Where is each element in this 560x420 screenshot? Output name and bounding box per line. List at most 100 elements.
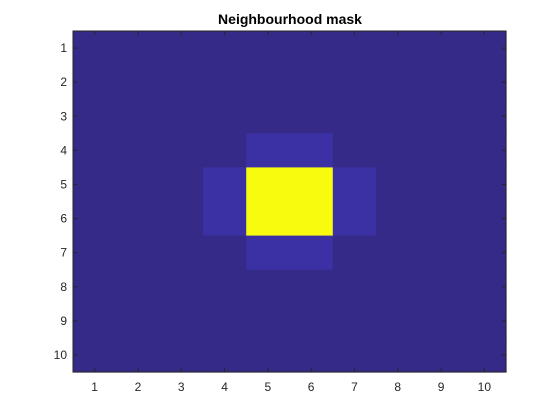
- heatmap-cell-r5-c3: [159, 167, 204, 203]
- x-axis: 1 2 3 4 5 6 7 8 9 10: [91, 31, 491, 394]
- heatmap-cell-r3-c6: [289, 99, 334, 134]
- heatmap-cell-r6-c10: [462, 201, 507, 237]
- x-tick-label: 8: [394, 380, 401, 394]
- x-tick-label: 1: [91, 380, 98, 394]
- heatmap-cell-r7-c6: [289, 235, 334, 271]
- heatmap-cell-r5-c10: [462, 167, 507, 203]
- heatmap-cell-r1-c9: [419, 31, 464, 66]
- heatmap-cell-r10-c7: [332, 337, 377, 373]
- heatmap-cell-r9-c4: [202, 303, 247, 339]
- y-tick-label: 9: [60, 314, 67, 328]
- heatmap-cell-r7-c3: [159, 235, 204, 271]
- y-tick-label: 1: [60, 41, 67, 55]
- heatmap-cell-r1-c10: [462, 31, 507, 66]
- heatmap-cell-r10-c10: [462, 337, 507, 373]
- heatmap-cell-r7-c1: [73, 235, 117, 271]
- heatmap-cell-r8-c3: [159, 269, 204, 305]
- heatmap-cell-r4-c10: [462, 133, 507, 168]
- heatmap-cell-r3-c9: [419, 99, 464, 134]
- heatmap-cell-r3-c1: [73, 99, 117, 134]
- heatmap-cell-r10-c5: [246, 337, 291, 373]
- heatmap-cell-r1-c1: [73, 31, 117, 66]
- heatmap-cell-r1-c7: [332, 31, 377, 66]
- heatmap-cell-r9-c8: [376, 303, 420, 339]
- heatmap-cell-r5-c1: [73, 167, 117, 203]
- x-tick-label: 10: [478, 380, 492, 394]
- heatmap-cell-r2-c9: [419, 65, 464, 100]
- heatmap-cell-r6-c7: [332, 201, 377, 237]
- heatmap-cell-r10-c8: [376, 337, 420, 373]
- heatmap-cell-r4-c4: [202, 133, 247, 168]
- heatmap-cell-r2-c4: [202, 65, 247, 100]
- heatmap-cell-r8-c6: [289, 269, 334, 305]
- heatmap-cell-r10-c1: [73, 337, 117, 373]
- heatmap-cell-r2-c1: [73, 65, 117, 100]
- heatmap-cell-r3-c2: [116, 99, 161, 134]
- heatmap-cell-r4-c8: [376, 133, 420, 168]
- heatmap-cell-r3-c3: [159, 99, 204, 134]
- heatmap-cell-r1-c6: [289, 31, 334, 66]
- y-tick-label: 7: [60, 246, 67, 260]
- heatmap-cell-r9-c6: [289, 303, 334, 339]
- heatmap-cell-r10-c6: [289, 337, 334, 373]
- heatmap-cell-r6-c2: [116, 201, 161, 237]
- heatmap-cell-r3-c4: [202, 99, 247, 134]
- heatmap-cell-r10-c3: [159, 337, 204, 373]
- x-tick-label: 6: [308, 380, 315, 394]
- heatmap-cell-r9-c7: [332, 303, 377, 339]
- heatmap-cell-r10-c4: [202, 337, 247, 373]
- heatmap-cell-r6-c4: [202, 201, 247, 237]
- heatmap-cell-r6-c6: [289, 201, 334, 237]
- y-tick-label: 8: [60, 280, 67, 294]
- y-axis: 1 2 3 4 5 6 7 8 9 10: [54, 41, 506, 362]
- x-tick-label: 7: [351, 380, 358, 394]
- y-tick-label: 4: [60, 143, 67, 157]
- heatmap-cell-r6-c8: [376, 201, 420, 237]
- heatmap-cell-r3-c8: [376, 99, 420, 134]
- heatmap-cell-r9-c1: [73, 303, 117, 339]
- heatmap-cell-r7-c9: [419, 235, 464, 271]
- heatmap-cell-r8-c1: [73, 269, 117, 305]
- heatmap-cell-r2-c5: [246, 65, 291, 100]
- x-tick-label: 3: [178, 380, 185, 394]
- heatmap-cell-r10-c9: [419, 337, 464, 373]
- heatmap-cell-r8-c4: [202, 269, 247, 305]
- heatmap-cell-r9-c10: [462, 303, 507, 339]
- heatmap-cell-r2-c7: [332, 65, 377, 100]
- heatmap-cell-r7-c7: [332, 235, 377, 271]
- heatmap-cell-r4-c5: [246, 133, 291, 168]
- heatmap-cell-r6-c3: [159, 201, 204, 237]
- heatmap-cell-r9-c3: [159, 303, 204, 339]
- x-tick-label: 9: [438, 380, 445, 394]
- axes-box: [72, 30, 507, 373]
- y-tick-label: 5: [60, 177, 67, 191]
- y-tick-label: 3: [60, 109, 67, 123]
- heatmap-cell-r5-c6: [289, 167, 334, 203]
- y-tick-label: 6: [60, 212, 67, 226]
- heatmap-cell-r7-c10: [462, 235, 507, 271]
- heatmap-cell-r4-c3: [159, 133, 204, 168]
- y-tick-label: 10: [54, 348, 68, 362]
- heatmap-cell-r4-c1: [73, 133, 117, 168]
- heatmap-cell-r5-c9: [419, 167, 464, 203]
- heatmap-cell-r6-c9: [419, 201, 464, 237]
- heatmap-cell-r10-c2: [116, 337, 161, 373]
- heatmap-cell-r4-c9: [419, 133, 464, 168]
- heatmap-cell-r2-c10: [462, 65, 507, 100]
- heatmap-cell-r9-c5: [246, 303, 291, 339]
- heatmap-cell-r1-c8: [376, 31, 420, 66]
- heatmap-cell-r5-c8: [376, 167, 420, 203]
- heatmap-cell-r8-c7: [332, 269, 377, 305]
- heatmap-cell-r7-c2: [116, 235, 161, 271]
- x-tick-label: 5: [265, 380, 272, 394]
- heatmap-cell-r9-c9: [419, 303, 464, 339]
- heatmap-cell-r5-c7: [332, 167, 377, 203]
- heatmap-cell-r2-c8: [376, 65, 420, 100]
- heatmap-cell-r4-c6: [289, 133, 334, 168]
- heatmap-cell-r2-c2: [116, 65, 161, 100]
- heatmap-cell-r3-c10: [462, 99, 507, 134]
- heatmap-cell-r3-c5: [246, 99, 291, 134]
- heatmap-cell-r6-c1: [73, 201, 117, 237]
- chart-title: Neighbourhood mask: [218, 11, 362, 27]
